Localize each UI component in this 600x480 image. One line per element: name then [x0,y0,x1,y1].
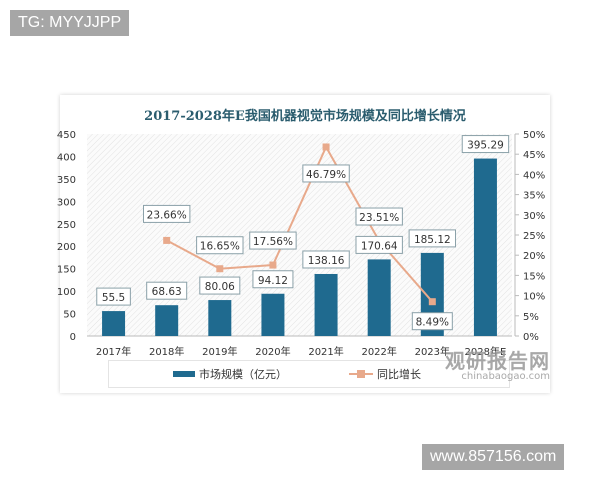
left-axis-tick: 50 [63,310,76,321]
right-axis-tick: 15% [523,271,545,282]
logo-en: chinabaogao.com [461,371,550,382]
watermark-bottom-right: www.857156.com [422,444,565,470]
right-axis-tick: 50% [523,130,545,141]
x-axis-tick: 2021年 [308,345,343,358]
right-axis-tick: 40% [523,170,545,181]
legend-label: 市场规模（亿元） [199,368,287,381]
left-axis-tick: 150 [57,265,76,276]
bar-value-label [199,276,241,295]
growth-value-label [249,231,297,250]
right-axis-tick: 5% [523,312,539,323]
growth-value-label-text: 46.79% [306,169,346,181]
bar-value-label [408,229,457,248]
right-axis-tick: 10% [523,292,545,303]
x-axis-tick: 2022年 [361,345,396,358]
bar-value-label [252,270,294,289]
bar-value-label-text: 185.12 [414,234,451,246]
bar [261,293,285,336]
growth-value-label [411,312,453,331]
growth-value-label-text: 23.66% [147,209,187,221]
growth-value-label-text: 17.56% [253,236,293,248]
legend-item-market-size: 市场规模（亿元） [173,366,287,382]
chinabaogao-logo: 观研报告网 chinabaogao.com [445,345,550,382]
bar-value-label-text: 395.29 [467,140,504,152]
right-axis-tick: 25% [523,231,545,242]
bar [314,273,338,336]
bar [208,300,232,336]
bar-value-label [96,287,131,306]
bar-value-label-text: 94.12 [258,275,288,287]
right-axis-tick: 45% [523,150,545,161]
right-axis-tick: 20% [523,251,545,262]
growth-value-label-text: 16.65% [200,241,240,253]
logo-cn: 观研报告网 [445,349,550,373]
line-marker [428,298,436,306]
left-axis-tick: 100 [57,287,76,298]
bar-value-label [461,135,510,154]
right-axis-tick: 0% [523,332,539,343]
bar [102,311,126,336]
bar-value-label-text: 80.06 [205,281,235,293]
chart-legend: 市场规模（亿元） 同比增长 [108,360,510,388]
bar [367,259,391,336]
growth-value-label-text: 8.49% [416,317,449,329]
right-axis-tick: 35% [523,191,545,202]
watermark-top-left: TG: MYYJJPP [10,10,130,36]
x-axis-tick: 2018年 [149,345,184,358]
left-axis-tick: 250 [57,220,76,231]
legend-label: 同比增长 [377,368,421,381]
bar-value-label [302,250,350,269]
x-axis-tick: 2023年 [415,345,450,358]
growth-value-label [196,236,244,255]
growth-value-label [355,207,403,226]
bar-value-label [355,235,403,254]
bar [155,305,179,336]
x-axis-tick: 2017年 [96,345,131,358]
left-axis-tick: 450 [57,130,76,141]
bar-value-label-text: 55.5 [102,292,125,304]
line-marker [163,236,171,244]
x-axis-tick: 2020年 [255,345,290,358]
right-axis-tick: 30% [523,211,545,222]
bar-value-label-text: 138.16 [308,255,345,267]
chart-title: 2017-2028年E我国机器视觉市场规模及同比增长情况 [144,109,466,124]
bar [473,158,497,336]
growth-value-label-text: 23.51% [359,212,399,224]
left-axis-tick: 300 [57,197,76,208]
growth-value-label [302,164,350,183]
growth-value-label [142,204,191,223]
x-axis-tick: 2019年 [202,345,237,358]
line-marker-swatch-icon [349,370,373,378]
line-marker [216,265,224,273]
x-axis-tick: 2028年E [465,345,507,358]
bar-value-label [146,281,188,300]
bar-value-label-text: 170.64 [361,240,398,252]
left-axis-tick: 350 [57,175,76,186]
left-axis-tick: 400 [57,152,76,163]
left-axis-tick: 200 [57,242,76,253]
legend-item-yoy-growth: 同比增长 [349,366,421,382]
line-marker [322,143,330,151]
bar-swatch-icon [173,371,195,377]
line-marker [269,261,277,269]
left-axis-tick: 0 [70,332,76,343]
bar-value-label-text: 68.63 [152,286,182,298]
